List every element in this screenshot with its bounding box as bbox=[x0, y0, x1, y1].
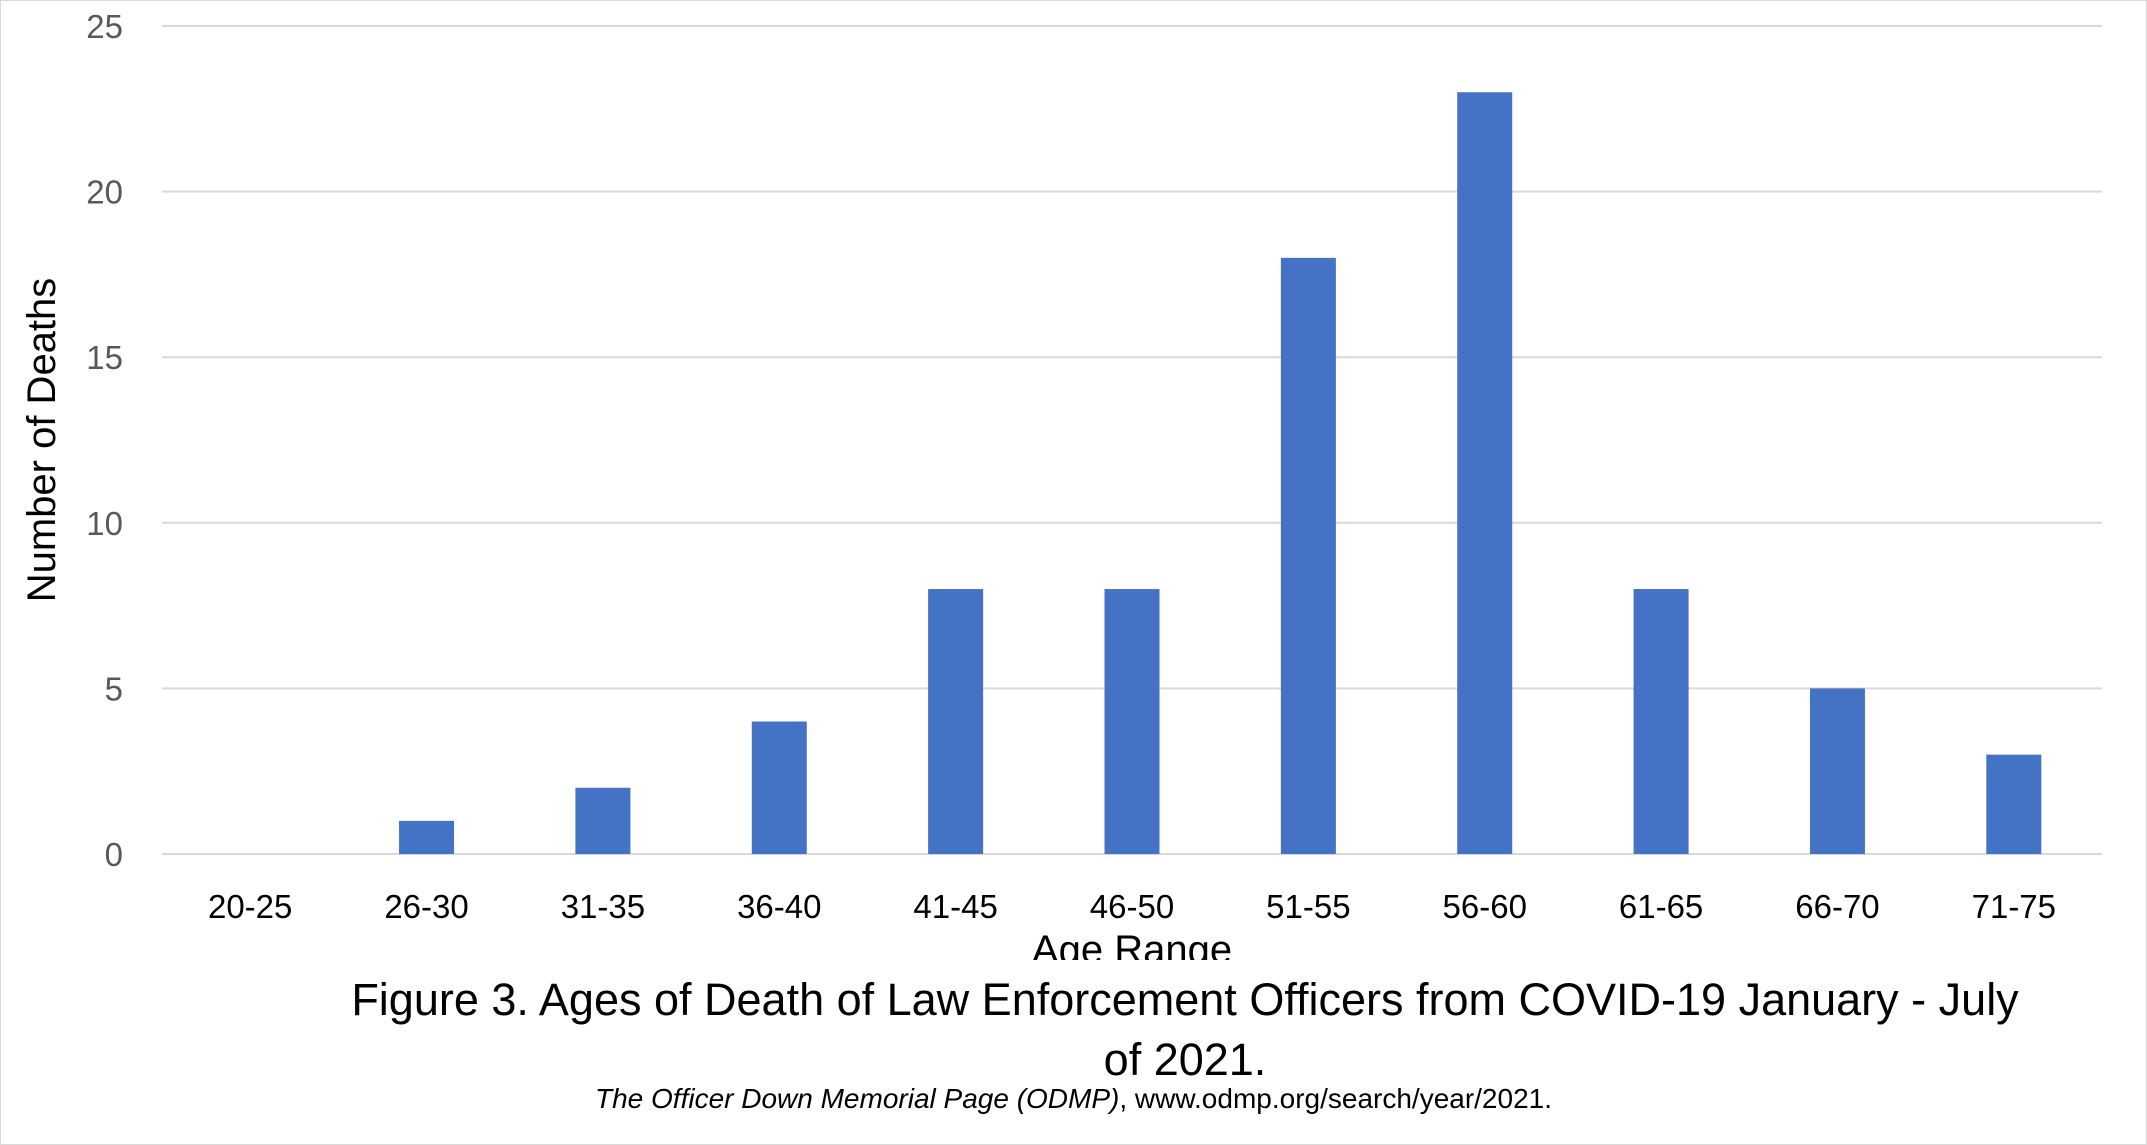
x-tick-label: 56-60 bbox=[1443, 888, 1527, 925]
x-tick-label: 26-30 bbox=[384, 888, 468, 925]
bar-41-45 bbox=[928, 589, 984, 854]
bars bbox=[399, 92, 2042, 855]
bar-51-55 bbox=[1280, 257, 1336, 855]
bar-61-65 bbox=[1633, 589, 1689, 854]
bar-26-30 bbox=[399, 820, 455, 854]
y-axis-ticks: 0 5 10 15 20 25 bbox=[86, 8, 123, 873]
bar-66-70 bbox=[1809, 688, 1865, 854]
y-tick-label: 15 bbox=[86, 339, 123, 376]
y-tick-label: 10 bbox=[86, 505, 123, 542]
y-tick-label: 20 bbox=[86, 174, 123, 211]
source-url: , www.odmp.org/search/year/2021. bbox=[1119, 1083, 1553, 1114]
x-tick-label: 41-45 bbox=[913, 888, 997, 925]
figure-source: The Officer Down Memorial Page (ODMP), w… bbox=[0, 1083, 2147, 1115]
x-tick-label: 66-70 bbox=[1795, 888, 1879, 925]
bar-31-35 bbox=[575, 787, 631, 854]
x-axis-ticks: 20-25 26-30 31-35 36-40 41-45 46-50 51-55 56-60… bbox=[208, 888, 2056, 925]
source-title: The Officer Down Memorial Page (ODMP) bbox=[594, 1083, 1120, 1114]
x-tick-label: 61-65 bbox=[1619, 888, 1703, 925]
bar-36-40 bbox=[751, 721, 807, 854]
bar-chart: 0 5 10 15 20 25 20-25 26-30 31-35 36-40 41-45 46-5… bbox=[20, 8, 2102, 960]
x-tick-label: 71-75 bbox=[1972, 888, 2056, 925]
y-tick-label: 5 bbox=[105, 670, 123, 707]
y-tick-label: 25 bbox=[86, 8, 123, 45]
x-tick-label: 20-25 bbox=[208, 888, 292, 925]
x-tick-label: 36-40 bbox=[737, 888, 821, 925]
figure-caption: Figure 3. Ages of Death of Law Enforceme… bbox=[351, 974, 2019, 1085]
bar-56-60 bbox=[1457, 92, 1513, 855]
y-axis-title: Number of Deaths bbox=[20, 278, 64, 603]
x-tick-label: 51-55 bbox=[1266, 888, 1350, 925]
y-tick-label: 0 bbox=[105, 836, 123, 873]
x-axis-title: Age Range bbox=[1032, 928, 1232, 960]
x-tick-label: 31-35 bbox=[561, 888, 645, 925]
x-tick-label: 46-50 bbox=[1090, 888, 1174, 925]
gridlines bbox=[162, 25, 2102, 855]
bar-71-75 bbox=[1986, 754, 2042, 854]
bar-46-50 bbox=[1104, 589, 1160, 854]
